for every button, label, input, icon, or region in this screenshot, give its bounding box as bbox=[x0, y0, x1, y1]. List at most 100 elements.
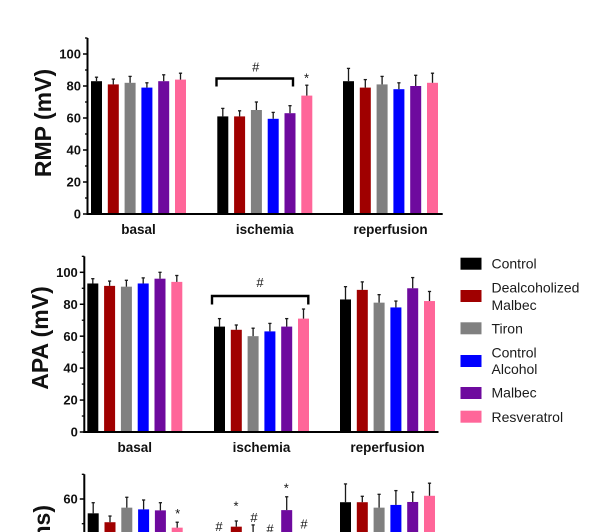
bar bbox=[356, 289, 368, 432]
bar bbox=[390, 504, 402, 532]
bar bbox=[107, 84, 119, 215]
significance-star: * bbox=[233, 498, 238, 513]
legend-label: Dealcoholized bbox=[492, 280, 580, 296]
chart-1: 0 20 40 60 80 100 basal ischemia reperfusion APA … bbox=[27, 255, 439, 455]
legend-item: Resveratrol bbox=[460, 409, 564, 425]
y-tick-label: 0 bbox=[74, 207, 81, 222]
bar bbox=[120, 286, 132, 432]
y-tick-label: 60 bbox=[67, 111, 81, 126]
significance-star: * bbox=[304, 71, 309, 86]
bar bbox=[247, 336, 259, 432]
legend-swatch bbox=[460, 410, 482, 423]
category-label-basal: basal bbox=[121, 222, 156, 237]
bar bbox=[137, 283, 149, 432]
legend-item: Malbec bbox=[460, 385, 537, 401]
bar bbox=[87, 283, 99, 432]
bar bbox=[230, 329, 242, 432]
significance-star: * bbox=[284, 481, 289, 496]
bar bbox=[104, 285, 116, 432]
bar bbox=[214, 326, 225, 432]
bar bbox=[267, 118, 279, 214]
legend-swatch bbox=[460, 290, 482, 302]
bar bbox=[264, 331, 276, 432]
bar bbox=[407, 288, 419, 432]
bar bbox=[373, 507, 385, 532]
y-tick-label: 20 bbox=[63, 393, 77, 408]
bar bbox=[171, 527, 183, 532]
legend-swatch bbox=[460, 387, 482, 399]
y-tick-label: 100 bbox=[59, 47, 81, 62]
bar bbox=[121, 507, 133, 532]
y-tick-label: 60 bbox=[63, 329, 77, 344]
category-label-reperfusion: reperfusion bbox=[350, 440, 424, 455]
y-tick-label: 0 bbox=[71, 425, 78, 440]
legend-label: Tiron bbox=[492, 320, 523, 336]
bar bbox=[340, 299, 351, 432]
significance-hash: # bbox=[252, 60, 260, 75]
bar bbox=[373, 302, 385, 432]
bar bbox=[376, 84, 388, 215]
y-tick-label: 80 bbox=[63, 297, 77, 312]
bar bbox=[234, 116, 246, 214]
bar bbox=[138, 509, 150, 532]
legend-item: Control bbox=[460, 255, 537, 271]
bar bbox=[175, 79, 186, 214]
y-axis-label: APA (mV) bbox=[27, 286, 53, 390]
legend-swatch bbox=[460, 257, 482, 270]
category-label-reperfusion: reperfusion bbox=[353, 222, 427, 237]
bar bbox=[424, 495, 435, 532]
y-tick-label: 40 bbox=[67, 143, 81, 158]
bar bbox=[171, 281, 183, 432]
bar bbox=[359, 87, 371, 214]
y-tick-label: 100 bbox=[56, 265, 78, 280]
bar bbox=[301, 95, 313, 214]
bar bbox=[340, 502, 351, 532]
bar bbox=[343, 81, 354, 214]
category-label-ischemia: ischemia bbox=[236, 222, 294, 237]
category-label-basal: basal bbox=[118, 440, 153, 455]
bar bbox=[154, 278, 166, 432]
bar bbox=[393, 89, 405, 214]
significance-hash: # bbox=[266, 521, 274, 532]
bar bbox=[424, 301, 435, 432]
legend-swatch bbox=[460, 322, 482, 335]
legend-label: Malbec bbox=[492, 297, 537, 313]
legend-item: Tiron bbox=[460, 320, 523, 336]
significance-bracket bbox=[215, 77, 295, 87]
bar bbox=[427, 82, 438, 214]
legend-label: Resveratrol bbox=[492, 409, 564, 425]
bar bbox=[281, 326, 293, 432]
bar bbox=[141, 87, 153, 214]
bar bbox=[284, 113, 296, 214]
significance-hash: # bbox=[250, 510, 258, 525]
bar bbox=[250, 110, 262, 214]
y-tick-label: 20 bbox=[67, 175, 81, 190]
y-axis-label: ms) bbox=[29, 505, 55, 532]
significance-star: * bbox=[175, 506, 180, 521]
bar bbox=[91, 81, 102, 214]
y-axis-label: RMP (mV) bbox=[30, 69, 56, 177]
significance-hash: # bbox=[215, 519, 223, 532]
y-tick-label: 80 bbox=[67, 79, 81, 94]
bar bbox=[230, 526, 242, 532]
bar bbox=[390, 307, 402, 432]
bar bbox=[407, 501, 419, 532]
significance-hash: # bbox=[300, 517, 308, 532]
bar bbox=[158, 81, 170, 214]
chart-2: 60 ms) * # * # # * # bbox=[29, 473, 435, 532]
legend-swatch bbox=[460, 355, 482, 367]
charts: 0 20 40 60 80 100 basal ischemia reperfusion RMP … bbox=[27, 37, 443, 532]
legend-label: Control bbox=[492, 255, 537, 271]
significance-bracket bbox=[210, 294, 310, 305]
legend-label: Alcohol bbox=[492, 361, 538, 377]
bar bbox=[87, 513, 99, 532]
legend-label: Malbec bbox=[492, 385, 537, 401]
category-label-ischemia: ischemia bbox=[233, 440, 291, 455]
y-tick-label: 40 bbox=[63, 361, 77, 376]
bar bbox=[124, 82, 136, 214]
significance-hash: # bbox=[256, 275, 264, 290]
bar bbox=[154, 510, 166, 532]
